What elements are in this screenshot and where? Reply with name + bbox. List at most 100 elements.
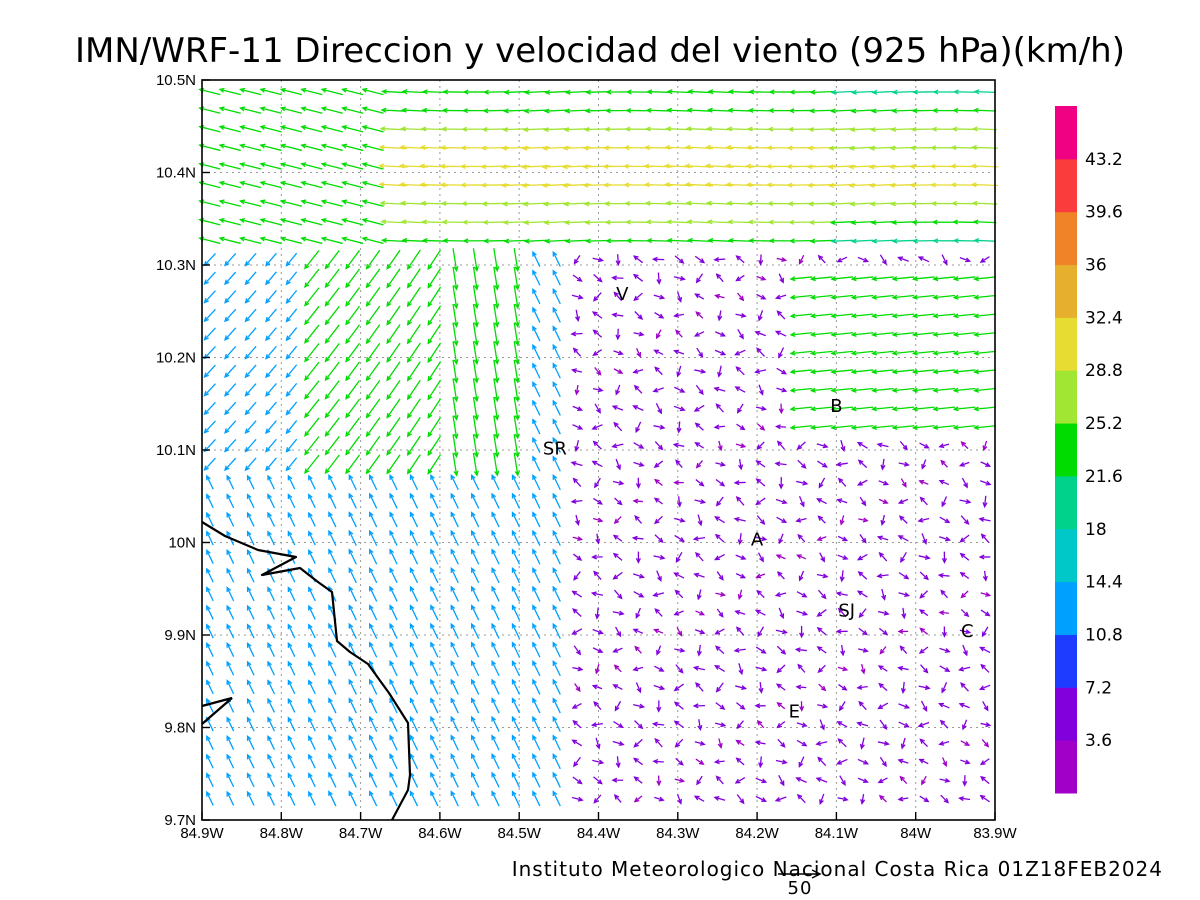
- wind-vector: [570, 331, 583, 337]
- colorbar-segment: [1055, 740, 1077, 794]
- wind-vector: [809, 331, 833, 338]
- wind-vector: [552, 306, 561, 323]
- wind-vector: [365, 435, 381, 456]
- wind-vector: [737, 533, 743, 546]
- wind-vector: [532, 753, 541, 770]
- wind-vector: [308, 660, 316, 676]
- wind-vector: [778, 477, 784, 490]
- wind-vector: [246, 474, 255, 490]
- wind-vector: [224, 420, 237, 434]
- wind-vector: [564, 238, 589, 244]
- wind-vector: [900, 681, 906, 694]
- wind-vector: [695, 460, 703, 469]
- wind-vector: [695, 384, 704, 396]
- wind-vector: [912, 238, 935, 244]
- wind-vector: [450, 641, 459, 658]
- wind-vector: [850, 424, 874, 431]
- wind-vector: [612, 552, 623, 561]
- wind-vector: [978, 516, 991, 522]
- wind-vector: [849, 127, 875, 133]
- wind-vector: [891, 238, 915, 244]
- wind-vector: [919, 496, 928, 506]
- wind-vector: [206, 772, 214, 788]
- wind-vector: [482, 219, 508, 225]
- wind-vector: [932, 238, 955, 244]
- wind-vector: [246, 530, 255, 546]
- wind-vector: [406, 305, 421, 326]
- wind-vector: [653, 497, 663, 505]
- wind-vector: [491, 622, 500, 639]
- wind-vector: [386, 435, 401, 456]
- wind-vector: [775, 554, 786, 560]
- wind-vector: [348, 511, 357, 528]
- wind-vector: [324, 250, 340, 270]
- wind-vector: [430, 641, 439, 658]
- wind-vector: [246, 511, 255, 527]
- wind-vector: [513, 434, 520, 459]
- wind-vector: [304, 417, 320, 437]
- wind-vector: [552, 678, 561, 695]
- wind-vector: [491, 529, 500, 546]
- wind-vector: [267, 679, 276, 695]
- wind-vector: [633, 738, 643, 748]
- wind-vector: [430, 753, 439, 770]
- city-label: V: [616, 284, 629, 305]
- wind-vector: [267, 493, 276, 509]
- wind-vector: [511, 753, 521, 770]
- wind-vector: [891, 387, 915, 393]
- wind-vector: [206, 586, 214, 602]
- wind-vector: [471, 715, 480, 732]
- wind-vector: [491, 697, 500, 714]
- wind-vector: [871, 89, 894, 95]
- wind-vector: [348, 492, 357, 509]
- wind-vector: [735, 626, 745, 636]
- wind-vector: [328, 771, 337, 788]
- wind-vector: [919, 590, 929, 599]
- wind-vector: [532, 585, 541, 602]
- wind-vector: [653, 294, 666, 300]
- wind-vector: [409, 734, 419, 751]
- wind-vector: [552, 362, 561, 379]
- wind-vector: [939, 665, 951, 672]
- wind-vector: [774, 592, 787, 597]
- wind-vector: [320, 199, 343, 207]
- wind-vector: [279, 106, 303, 114]
- wind-vector: [532, 734, 541, 751]
- wind-vector: [267, 586, 276, 602]
- wind-vector: [788, 219, 814, 225]
- wind-vector: [838, 684, 848, 691]
- wind-vector: [615, 756, 621, 769]
- wind-vector: [817, 515, 826, 524]
- wind-vector: [778, 607, 785, 620]
- wind-vector: [940, 589, 949, 599]
- wind-vector: [757, 552, 764, 563]
- wind-vector: [656, 272, 662, 285]
- x-tick-label: 84.9W: [180, 825, 224, 842]
- y-tick-label: 9.8N: [164, 720, 196, 737]
- wind-vector: [532, 511, 541, 528]
- wind-vector: [981, 626, 989, 638]
- wind-vector: [304, 287, 320, 307]
- wind-vector: [871, 276, 894, 282]
- x-tick-label: 84.7W: [339, 825, 383, 842]
- wind-vector: [748, 238, 772, 244]
- wind-vector: [917, 721, 930, 728]
- wind-vector: [427, 342, 442, 364]
- wind-vector: [939, 719, 949, 729]
- wind-vector: [304, 268, 320, 289]
- wind-vector: [450, 660, 459, 677]
- wind-vector: [421, 107, 446, 113]
- wind-vector: [308, 548, 316, 564]
- wind-vector: [829, 108, 854, 114]
- wind-vector: [348, 529, 357, 546]
- wind-vector: [442, 89, 466, 95]
- wind-vector: [471, 734, 480, 751]
- wind-vector: [493, 415, 500, 440]
- wind-vector: [715, 331, 727, 337]
- wind-vector: [345, 398, 361, 419]
- wind-vector: [471, 604, 480, 621]
- wind-vector: [406, 249, 421, 271]
- wind-vector: [911, 369, 935, 375]
- wind-vector: [226, 623, 235, 639]
- wind-vector: [246, 734, 255, 750]
